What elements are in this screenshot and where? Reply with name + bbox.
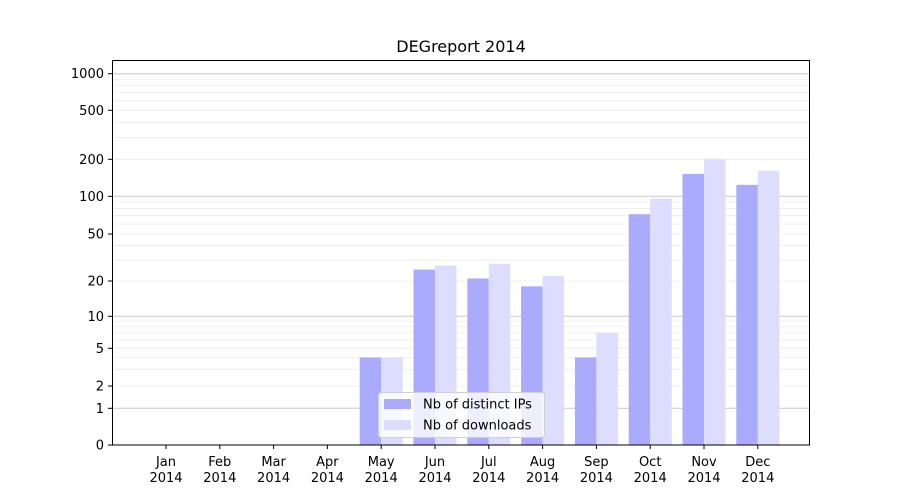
bar-distinct-ips xyxy=(682,173,704,446)
y-tick-label: 20 xyxy=(87,275,104,290)
chart-title: DEGreport 2014 xyxy=(396,37,526,56)
bar-downloads xyxy=(704,159,726,446)
bar-distinct-ips xyxy=(736,184,758,445)
x-tick-label: 2014 xyxy=(203,471,236,486)
x-tick-label: 2014 xyxy=(472,471,505,486)
x-tick-label: 2014 xyxy=(149,471,182,486)
legend-box xyxy=(378,392,545,438)
x-tick-label: 2014 xyxy=(634,471,667,486)
y-tick-label: 1 xyxy=(96,402,104,417)
x-tick-label: Apr xyxy=(316,455,339,470)
bar-downloads xyxy=(596,332,618,445)
x-axis: Jan2014Feb2014Mar2014Apr2014May2014Jun20… xyxy=(149,445,774,486)
x-tick-label: Sep xyxy=(584,455,609,470)
x-tick-label: May xyxy=(368,455,395,470)
x-tick-label: Jan xyxy=(155,455,176,470)
bar-distinct-ips xyxy=(574,357,597,445)
y-tick-label: 200 xyxy=(79,153,104,168)
x-tick-label: 2014 xyxy=(257,471,290,486)
bar-downloads xyxy=(542,276,565,445)
x-tick-label: 2014 xyxy=(418,471,451,486)
y-tick-label: 50 xyxy=(87,228,104,243)
y-tick-label: 5 xyxy=(96,342,104,357)
x-tick-label: Mar xyxy=(261,455,286,470)
legend: Nb of distinct IPs Nb of downloads xyxy=(378,392,545,438)
x-tick-label: 2014 xyxy=(580,471,613,486)
x-tick-label: 2014 xyxy=(526,471,559,486)
x-tick-label: Jun xyxy=(424,455,445,470)
bar-distinct-ips xyxy=(628,214,651,445)
y-tick-label: 0 xyxy=(96,439,104,454)
x-tick-label: Jul xyxy=(480,455,497,470)
y-tick-label: 10 xyxy=(87,310,104,325)
x-tick-label: Dec xyxy=(745,455,770,470)
x-tick-label: 2014 xyxy=(311,471,344,486)
legend-swatch xyxy=(384,420,411,430)
x-tick-label: Nov xyxy=(691,455,717,470)
x-tick-label: Feb xyxy=(208,455,231,470)
x-tick-label: 2014 xyxy=(365,471,398,486)
x-tick-label: 2014 xyxy=(687,471,720,486)
x-tick-label: 2014 xyxy=(741,471,774,486)
y-tick-label: 500 xyxy=(79,104,104,119)
bar-downloads xyxy=(650,198,672,445)
bar-distinct-ips xyxy=(359,357,382,445)
y-tick-label: 1000 xyxy=(71,67,104,82)
y-tick-label: 2 xyxy=(96,380,104,395)
bar-downloads xyxy=(757,170,780,445)
y-axis: 0 1 2 5 10 20 50 100 200 500 1000 xyxy=(71,67,112,454)
legend-label: Nb of distinct IPs xyxy=(423,398,532,413)
plot-frame xyxy=(112,60,810,446)
legend-swatch xyxy=(384,399,411,409)
x-tick-label: Aug xyxy=(530,455,555,470)
x-tick-label: Oct xyxy=(639,455,661,470)
legend-label: Nb of downloads xyxy=(423,419,532,434)
y-tick-label: 100 xyxy=(79,190,104,205)
bars xyxy=(359,159,780,446)
